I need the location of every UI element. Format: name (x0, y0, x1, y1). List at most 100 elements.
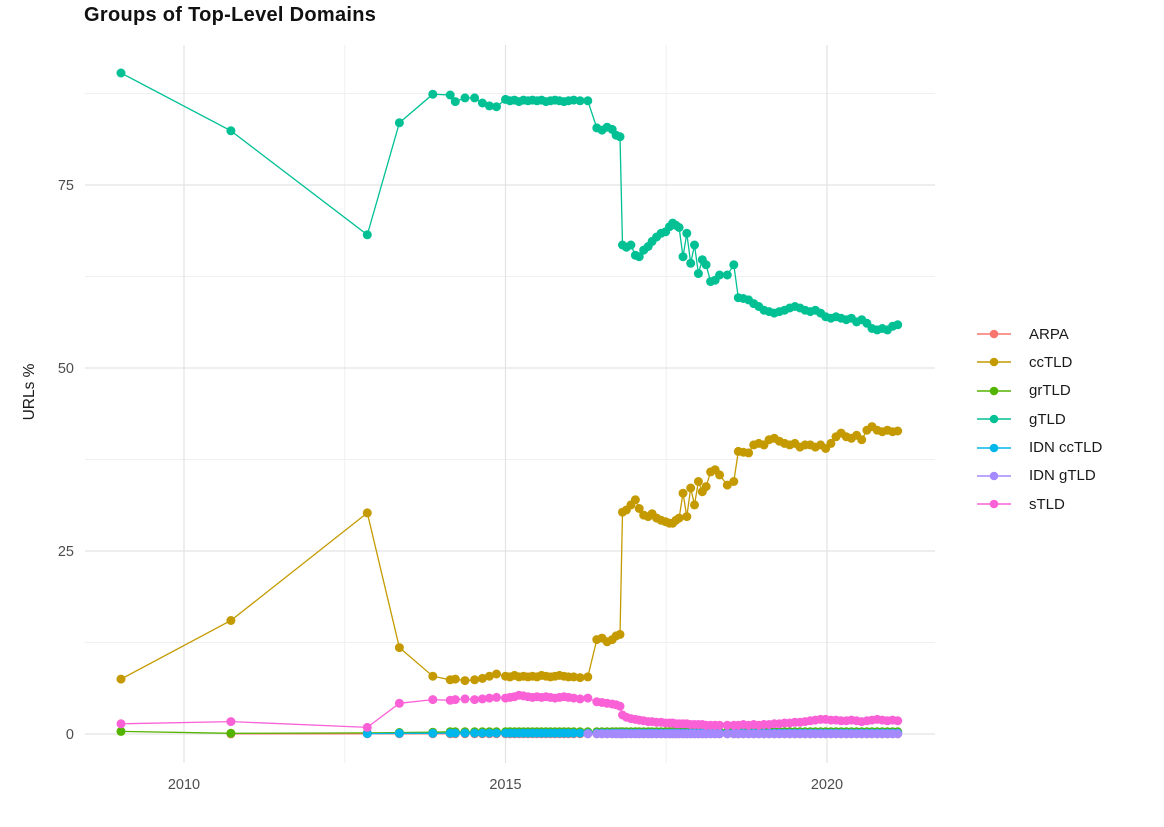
data-point (893, 426, 903, 436)
data-point (394, 118, 404, 128)
data-point (470, 728, 480, 738)
data-point (362, 729, 372, 739)
legend-key-dot (989, 500, 999, 509)
data-point (893, 729, 903, 739)
data-point (575, 694, 585, 704)
legend-item-gtld: gTLD (976, 409, 1102, 429)
data-point (394, 728, 404, 738)
legend-key-dot (989, 386, 999, 396)
data-point (116, 719, 126, 729)
legend-label-grtld: grTLD (1029, 382, 1071, 400)
legend-item-grtld: grTLD (976, 381, 1102, 401)
legend-key-stld-icon (977, 500, 1011, 509)
data-point (484, 693, 494, 703)
y-tick-label: 50 (58, 361, 74, 377)
data-point (445, 90, 455, 100)
data-point (693, 477, 703, 486)
data-point (678, 252, 688, 262)
data-point (715, 270, 725, 280)
legend-key-dot (989, 414, 999, 424)
data-point (690, 500, 699, 510)
legend-key-dot (989, 471, 999, 481)
legend-label-cctld: ccTLD (1029, 353, 1073, 371)
data-point (460, 694, 470, 704)
data-point (450, 728, 460, 738)
data-point (722, 729, 732, 739)
legend-key-grtld-icon (977, 386, 1011, 396)
data-point (575, 673, 585, 683)
chart-title: Groups of Top-Level Domains (84, 4, 377, 26)
data-point (715, 720, 725, 730)
legend-item-cctld: ccTLD (976, 352, 1102, 372)
data-point (826, 438, 836, 448)
data-point (583, 96, 593, 106)
data-point (893, 320, 903, 330)
data-point (477, 673, 487, 683)
legend-key-idn-cctld-icon (977, 443, 1011, 452)
data-point (615, 701, 625, 711)
data-point (729, 477, 739, 486)
data-point (626, 240, 636, 250)
legend-item-idn-cctld: IDN ccTLD (976, 438, 1102, 458)
data-point (226, 126, 236, 136)
data-point (428, 89, 438, 99)
data-point (583, 729, 593, 739)
data-point (893, 716, 903, 726)
data-point (690, 240, 699, 250)
data-point (744, 448, 754, 458)
data-point (428, 695, 438, 705)
data-point (678, 488, 688, 498)
data-point (686, 483, 696, 493)
data-point (686, 258, 696, 268)
legend-label-arpa: ARPA (1029, 325, 1069, 343)
legend-key-dot (989, 443, 999, 452)
data-point (615, 629, 625, 639)
data-point (722, 720, 732, 730)
data-point (428, 671, 438, 681)
data-point (470, 695, 480, 705)
data-point (484, 728, 494, 738)
data-point (362, 722, 372, 732)
data-point (575, 728, 585, 738)
legend-item-idn-gtld: IDN gTLD (976, 466, 1102, 486)
data-point (693, 269, 703, 279)
data-point (575, 96, 585, 106)
legend-key-gtld-icon (977, 414, 1011, 424)
data-point (674, 513, 684, 523)
data-point (470, 93, 480, 103)
data-point (226, 616, 236, 625)
data-point (450, 695, 460, 705)
data-point (477, 694, 487, 704)
data-point (116, 726, 126, 736)
data-point (362, 230, 372, 240)
legend-label-idn-cctld: IDN ccTLD (1029, 439, 1103, 457)
legend-key-arpa-icon (977, 329, 1011, 339)
legend-item-arpa: ARPA (976, 324, 1102, 344)
y-tick-label: 75 (58, 178, 74, 194)
data-point (492, 692, 501, 702)
legend-key-idn-gtld-icon (977, 471, 1011, 481)
data-point (634, 504, 644, 513)
data-point (226, 728, 236, 738)
data-point (394, 643, 404, 653)
data-point (615, 132, 625, 142)
data-point (492, 669, 501, 679)
data-point (715, 729, 725, 739)
series-line-gtld (120, 72, 898, 331)
series-points-gtld (116, 68, 903, 335)
data-point (857, 435, 867, 445)
data-point (484, 101, 494, 111)
data-point (674, 223, 684, 232)
data-point (116, 68, 126, 78)
data-point (569, 728, 579, 738)
data-point (477, 98, 487, 108)
data-point (450, 97, 460, 107)
data-point (394, 698, 404, 708)
data-point (116, 674, 126, 684)
data-point (583, 693, 593, 703)
data-point (729, 260, 739, 270)
legend-label-idn-gtld: IDN gTLD (1029, 467, 1096, 485)
series-points-stld (116, 690, 903, 732)
